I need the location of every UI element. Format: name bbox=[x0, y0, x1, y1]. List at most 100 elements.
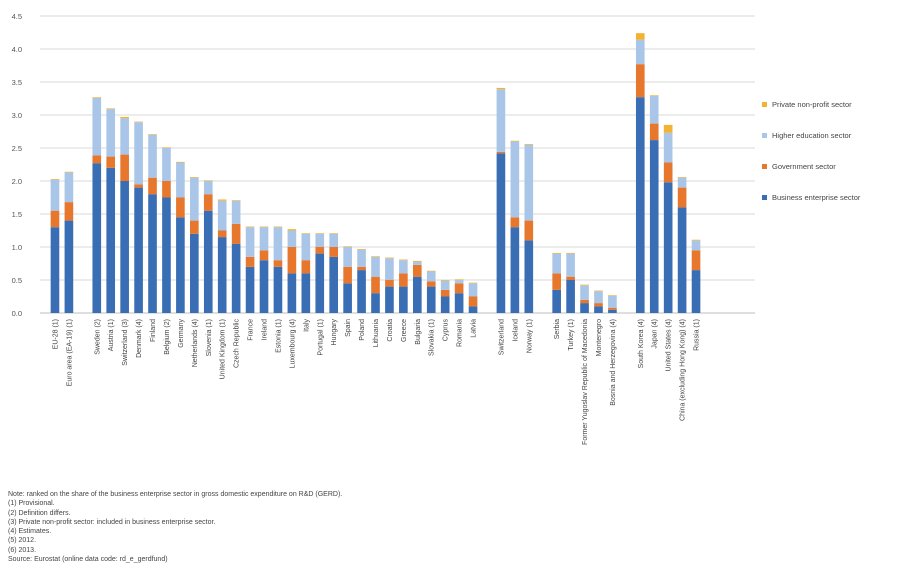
bar-segment bbox=[426, 271, 436, 282]
bar-segment bbox=[106, 156, 116, 168]
bar-segment bbox=[120, 154, 129, 181]
bar-segment bbox=[162, 148, 171, 181]
bar-segment bbox=[287, 273, 297, 313]
bar-segment bbox=[399, 286, 408, 313]
bar-segment bbox=[329, 247, 339, 257]
bar-segment bbox=[649, 123, 659, 141]
bar-segment bbox=[608, 309, 617, 313]
bar-segment bbox=[524, 220, 534, 241]
bar-segment bbox=[162, 181, 171, 198]
bar-segment bbox=[649, 140, 659, 313]
bar-segment bbox=[580, 299, 589, 304]
bar-segment bbox=[566, 252, 575, 254]
source-line: Source: Eurostat (online data code: rd_e… bbox=[8, 556, 168, 564]
bar-segment bbox=[287, 229, 297, 231]
bar-segment bbox=[371, 276, 380, 294]
x-category-label: Spain bbox=[345, 319, 352, 337]
bar-segment bbox=[134, 184, 143, 188]
bar-segment bbox=[440, 280, 450, 281]
x-category-label: Hungary bbox=[331, 319, 338, 346]
bar-segment bbox=[566, 276, 575, 280]
bar-segment bbox=[663, 162, 673, 183]
bar-segment bbox=[176, 161, 185, 163]
bar-segment bbox=[649, 95, 659, 124]
bar-segment bbox=[106, 109, 116, 157]
bar-segment bbox=[440, 296, 450, 313]
bar-segment bbox=[552, 253, 561, 274]
bar-segment bbox=[566, 253, 575, 277]
x-category-label: Sweden (2) bbox=[94, 319, 101, 355]
bar-segment bbox=[454, 280, 464, 284]
y-tick-label: 0.5 bbox=[12, 276, 22, 285]
note-line: (3) Private non-profit sector: included … bbox=[8, 518, 216, 526]
note-line: (6) 2013. bbox=[8, 546, 37, 554]
x-category-label: Portugal (1) bbox=[317, 319, 324, 356]
bar-segment bbox=[315, 233, 325, 247]
bar-segment bbox=[412, 264, 422, 277]
bar-segment bbox=[552, 252, 561, 254]
bar-segment bbox=[468, 306, 478, 313]
stacked-bar-chart: 0.0 0.5 1.0 1.5 2.0 2.5 3.0 3.5 4.0 4.5 EU-28 (1)… bbox=[12, 12, 755, 445]
bar-segment bbox=[217, 200, 227, 231]
bar-segment bbox=[190, 233, 199, 313]
bar-segment bbox=[134, 122, 143, 185]
bar-segment bbox=[357, 270, 366, 313]
bar-segment bbox=[385, 286, 394, 313]
bar-segment bbox=[245, 266, 255, 313]
bar-segment bbox=[524, 144, 534, 221]
bar-segment bbox=[343, 283, 352, 313]
bar-segment bbox=[176, 217, 185, 313]
bar-segment bbox=[190, 177, 199, 178]
bar-segment bbox=[50, 179, 60, 211]
bar-segment bbox=[371, 293, 380, 313]
bar-segment bbox=[524, 144, 534, 145]
bar-segment bbox=[468, 283, 478, 297]
x-category-label: Belgium (2) bbox=[164, 319, 171, 355]
x-category-label: Italy bbox=[303, 319, 310, 332]
bar-segment bbox=[649, 95, 659, 96]
bar-segment bbox=[315, 233, 325, 234]
bar-segment bbox=[92, 97, 102, 98]
bar-segment bbox=[50, 179, 60, 180]
y-tick-label: 3.0 bbox=[12, 111, 22, 120]
bar-segment bbox=[92, 155, 102, 164]
bar-segment bbox=[162, 197, 171, 313]
x-category-label: EU-28 (1) bbox=[52, 319, 59, 349]
bar-segment bbox=[510, 217, 520, 228]
bar-segment bbox=[134, 121, 143, 123]
bar-segment bbox=[468, 282, 478, 284]
bar-segment bbox=[608, 295, 617, 308]
x-category-label: Slovenia (1) bbox=[206, 319, 213, 356]
bar-segment bbox=[385, 257, 394, 259]
bar-segment bbox=[440, 280, 450, 290]
bar-segment bbox=[440, 289, 450, 297]
bar-segment bbox=[635, 39, 645, 65]
bar-segment bbox=[287, 230, 297, 247]
x-category-label: Finland bbox=[150, 319, 157, 342]
x-category-label: Cyprus bbox=[443, 319, 450, 342]
x-category-label: Denmark (4) bbox=[136, 319, 143, 358]
bar-segment bbox=[691, 240, 701, 251]
bar-segment bbox=[301, 233, 311, 261]
bar-segment bbox=[148, 194, 157, 313]
x-category-label: Bosnia and Herzegovina (4) bbox=[610, 319, 617, 406]
x-category-label: Lithuania bbox=[373, 319, 380, 348]
bar-segment bbox=[357, 248, 366, 250]
bar-segment bbox=[691, 239, 701, 241]
bar-segment bbox=[245, 227, 255, 257]
bar-segment bbox=[663, 124, 673, 133]
x-category-label: South Korea (4) bbox=[638, 319, 645, 368]
bar-segment bbox=[231, 200, 241, 224]
bar-segment bbox=[134, 187, 143, 313]
y-tick-label: 2.0 bbox=[12, 177, 22, 186]
bar-segment bbox=[454, 279, 464, 280]
bar-segment bbox=[301, 273, 311, 313]
bar-segment bbox=[120, 181, 129, 313]
legend-item-government: Government sector bbox=[762, 162, 902, 171]
bar-segment bbox=[566, 280, 575, 313]
bar-segment bbox=[343, 247, 352, 267]
bar-segment bbox=[399, 259, 408, 261]
x-category-label: Serbia bbox=[554, 319, 561, 339]
bar-segment bbox=[608, 295, 617, 296]
legend-swatch bbox=[762, 133, 767, 138]
